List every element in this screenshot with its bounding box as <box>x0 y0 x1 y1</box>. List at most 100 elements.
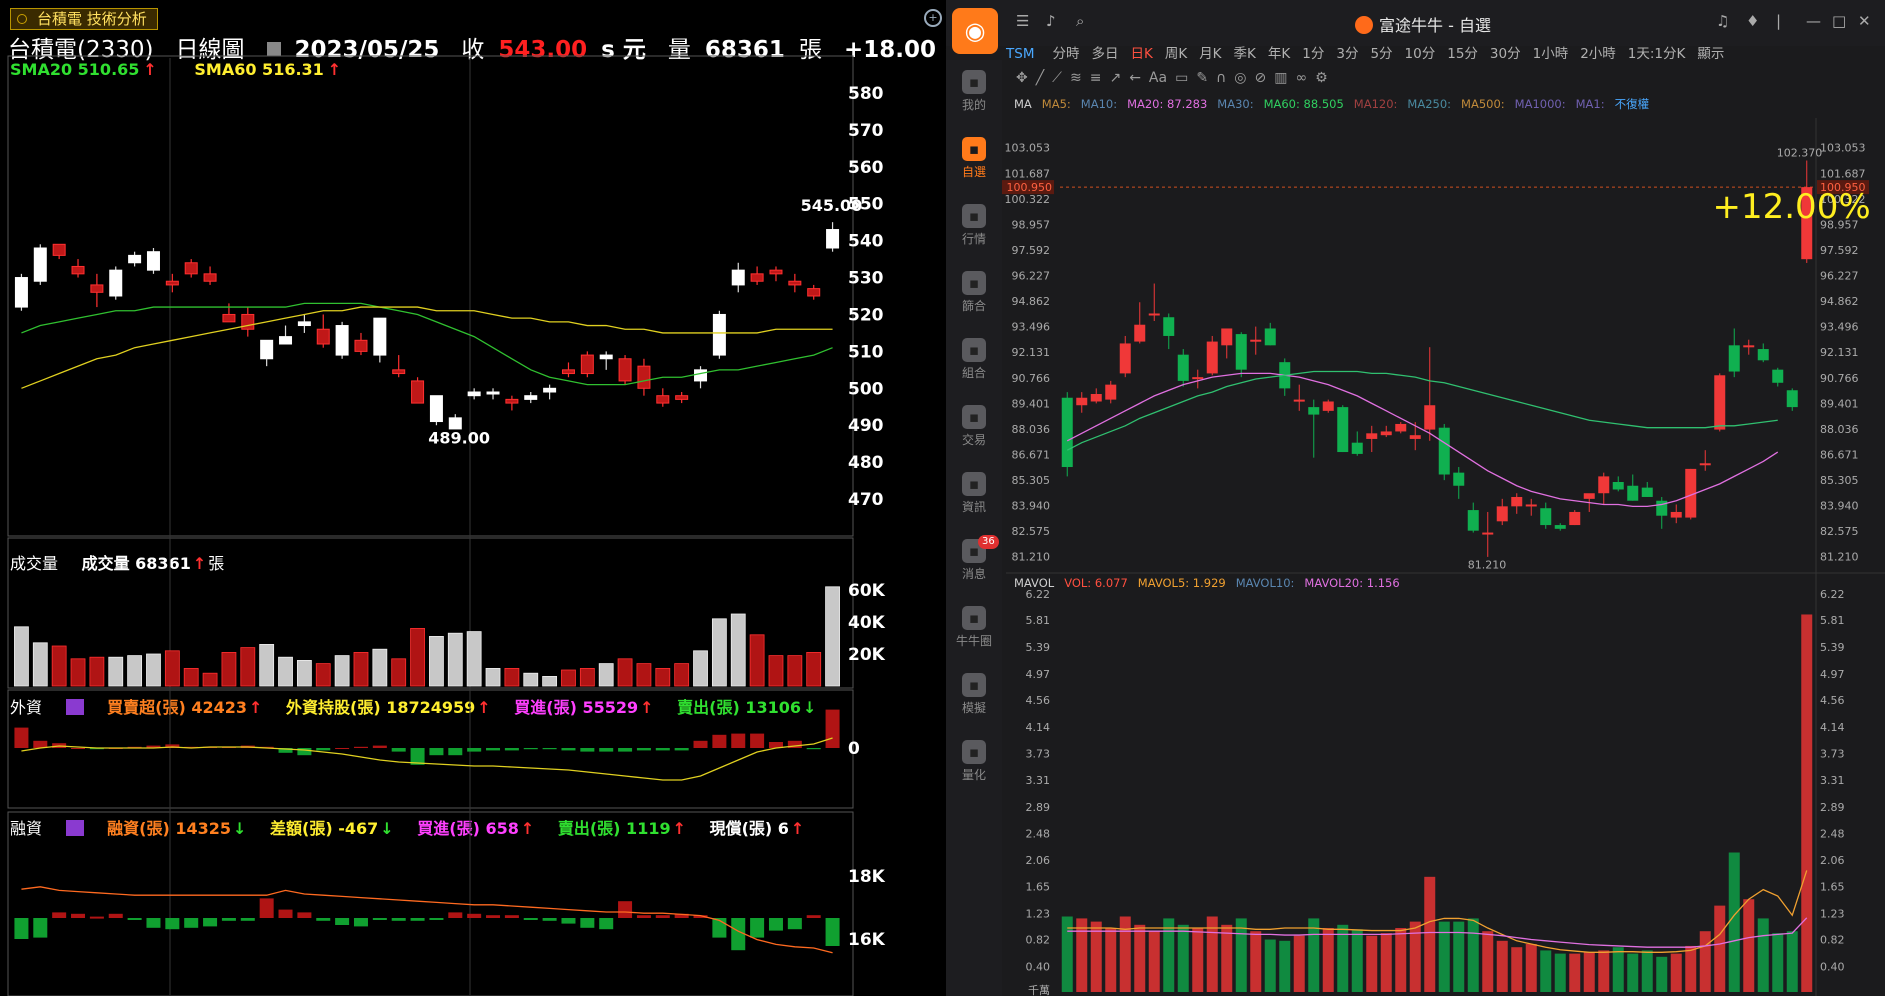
symbol-label[interactable]: TSM <box>1006 46 1035 62</box>
maximize-icon[interactable]: □ <box>1832 12 1847 30</box>
tab-1分[interactable]: 1分 <box>1302 46 1325 62</box>
ma-legend-item[interactable]: MA1000: <box>1514 97 1566 111</box>
ma-legend-item[interactable]: MA60: 88.505 <box>1263 97 1344 111</box>
window-menu-icon[interactable] <box>17 14 27 24</box>
vol-legend-item[interactable]: VOL: 6.077 <box>1064 576 1128 590</box>
foreign-net-bar <box>316 748 331 751</box>
sidebar-item-消息[interactable]: ▪ 消息 36 <box>946 535 1002 582</box>
ma-legend-item[interactable]: MA5: <box>1041 97 1071 111</box>
tab-年K[interactable]: 年K <box>1267 46 1291 62</box>
settings-icon[interactable]: ⚙ <box>1315 70 1328 86</box>
volume-tick-right: 4.56 <box>1820 694 1845 707</box>
close-icon[interactable]: ✕ <box>1858 12 1871 30</box>
list-icon[interactable] <box>65 820 84 836</box>
volume-tick-left: 2.89 <box>1026 801 1051 814</box>
sidebar-item-資訊[interactable]: ▪ 資訊 <box>946 472 1002 515</box>
tab-3分[interactable]: 3分 <box>1336 46 1359 62</box>
candle-body <box>1496 506 1508 522</box>
volume-bar <box>1627 953 1639 992</box>
margin-diff-bar <box>750 918 765 938</box>
tab-10分[interactable]: 10分 <box>1404 46 1436 62</box>
chart-window-tab[interactable]: 台積電 技術分析 <box>10 8 158 30</box>
right-chart-canvas[interactable]: 81.210 81.210 82.575 82.575 83.940 83.940 85.3… <box>946 0 1885 996</box>
move-icon[interactable]: ✥ <box>1016 70 1028 86</box>
vol-legend-item[interactable]: MAVOL5: 1.929 <box>1137 576 1226 590</box>
line-tool-icon[interactable]: ╱ <box>1035 70 1045 86</box>
eye-icon[interactable]: ◎ <box>1234 70 1247 86</box>
candle-body <box>769 269 783 275</box>
text-tool-icon[interactable]: Aa <box>1148 70 1168 86</box>
magnet-icon[interactable]: ∩ <box>1216 70 1227 86</box>
sidebar-item-牛牛圈[interactable]: ▪ 牛牛圈 <box>946 606 1002 649</box>
shirt-icon[interactable]: ♦ <box>1746 12 1760 30</box>
note-tool-icon[interactable]: ▭ <box>1175 70 1189 86</box>
ma-legend-item[interactable]: MA10: <box>1080 97 1118 111</box>
volume-bar <box>259 644 275 687</box>
ma-legend-item[interactable]: 不復權 <box>1614 97 1650 111</box>
margin-diff-bar <box>448 912 463 918</box>
zoom-icon[interactable]: + <box>924 9 942 27</box>
margin-diff-bar <box>33 918 48 938</box>
sidebar-item-量化[interactable]: ▪ 量化 <box>946 740 1002 783</box>
sma60-label: SMA60 516.31 <box>194 60 324 79</box>
pen-tool-icon[interactable]: ✎ <box>1196 70 1209 86</box>
foreign-net-bar <box>636 748 651 751</box>
back-arrow-icon[interactable]: ← <box>1129 70 1141 86</box>
tab-15分[interactable]: 15分 <box>1447 46 1478 62</box>
tab-日K[interactable]: 日K <box>1130 46 1153 62</box>
sidebar-item-自選[interactable]: ▪ 自選 <box>946 137 1002 180</box>
tab-30分[interactable]: 30分 <box>1489 46 1521 62</box>
ma-legend-item[interactable]: MA <box>1014 97 1032 111</box>
list-icon[interactable] <box>65 699 84 715</box>
headset-icon[interactable]: ♫ <box>1716 12 1730 30</box>
ma-legend-item[interactable]: MA20: 87.283 <box>1127 97 1208 111</box>
candle-body <box>1743 345 1755 348</box>
trash-icon[interactable]: ▥ <box>1274 70 1288 86</box>
vol-legend-item[interactable]: MAVOL20: 1.156 <box>1304 576 1400 590</box>
sidebar-item-我的[interactable]: ▪ 我的 <box>946 70 1002 113</box>
sidebar-item-組合[interactable]: ▪ 組合 <box>946 338 1002 381</box>
tab-周K[interactable]: 周K <box>1164 46 1188 62</box>
ma-legend-item[interactable]: MA500: <box>1461 97 1505 111</box>
tab-1天:1分K[interactable]: 1天:1分K <box>1627 46 1686 62</box>
split-icon[interactable]: | <box>1776 12 1782 30</box>
tab-季K[interactable]: 季K <box>1233 46 1256 62</box>
vol-legend-item[interactable]: MAVOL <box>1014 576 1055 590</box>
tab-月K[interactable]: 月K <box>1199 46 1222 62</box>
big-change-label: +12.00% <box>1713 187 1871 227</box>
tab-多日[interactable]: 多日 <box>1091 46 1119 62</box>
minimize-icon[interactable]: — <box>1806 12 1821 30</box>
sidebar-item-篩合[interactable]: ▪ 篩合 <box>946 271 1002 314</box>
candle-body <box>1670 511 1682 518</box>
tab-分時[interactable]: 分時 <box>1052 46 1080 62</box>
tab-2小時[interactable]: 2小時 <box>1580 46 1616 62</box>
sidebar-item-模擬[interactable]: ▪ 模擬 <box>946 673 1002 716</box>
chart-type-label[interactable]: 日線圖 <box>175 37 245 63</box>
vol-legend-item[interactable]: MAVOL10: <box>1235 576 1295 590</box>
channel-tool-icon[interactable]: ≋ <box>1069 70 1082 86</box>
up-arrow-icon: ↑ <box>672 819 686 838</box>
left-chart-canvas[interactable]: 470 480 490 500 510 520 530 540 550 560 570 580 545.… <box>0 0 946 996</box>
tab-5分[interactable]: 5分 <box>1370 46 1393 62</box>
ma-legend-item[interactable]: MA250: <box>1407 97 1452 111</box>
ma-legend-item[interactable]: MA30: <box>1217 97 1254 111</box>
price-tick-right: 92.131 <box>1820 346 1859 359</box>
arrow-tool-icon[interactable]: ↗ <box>1109 70 1122 86</box>
tab-1小時[interactable]: 1小時 <box>1532 46 1569 62</box>
ma-legend-item[interactable]: MA1: <box>1575 97 1605 111</box>
hide-icon[interactable]: ⊘ <box>1254 70 1267 86</box>
foreign-net-bar <box>523 748 538 750</box>
search-icon[interactable]: ⌕ <box>1076 12 1085 30</box>
link-icon[interactable]: ∞ <box>1295 70 1308 86</box>
bell-icon[interactable]: ♪ <box>1046 12 1056 30</box>
fib-tool-icon[interactable]: ≡ <box>1089 70 1102 86</box>
menu-icon[interactable]: ☰ <box>1016 12 1030 30</box>
ray-tool-icon[interactable]: ⟋ <box>1052 70 1062 86</box>
sidebar-item-行情[interactable]: ▪ 行情 <box>946 204 1002 247</box>
ma-legend-item[interactable]: MA120: <box>1353 97 1398 111</box>
app-logo-icon[interactable]: ◉ <box>952 8 998 54</box>
tab-顯示[interactable]: 顯示 <box>1697 46 1725 62</box>
dropdown-icon[interactable] <box>266 42 281 56</box>
price-unit: s 元 <box>601 37 646 63</box>
sidebar-item-交易[interactable]: ▪ 交易 <box>946 405 1002 448</box>
